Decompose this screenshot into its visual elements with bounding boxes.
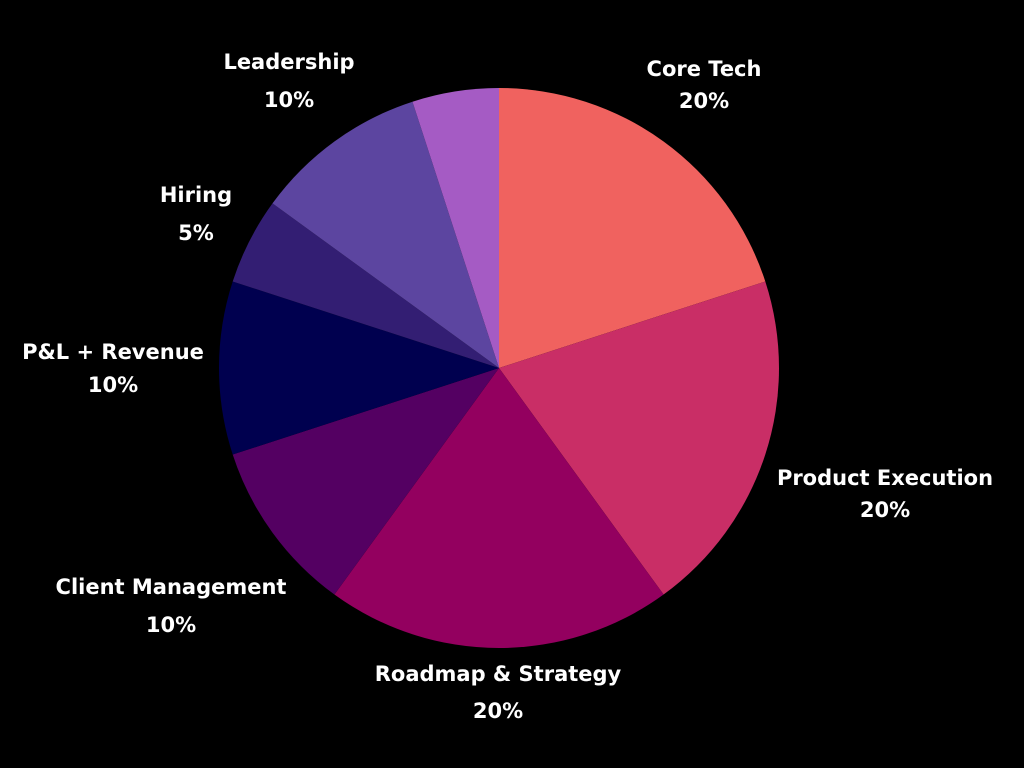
slice-value-label: 20% bbox=[679, 89, 729, 113]
pie-slice bbox=[412, 88, 499, 368]
slice-label: Leadership bbox=[223, 50, 354, 74]
slice-label: Roadmap & Strategy bbox=[375, 662, 622, 686]
slice-value-label: 10% bbox=[88, 373, 138, 397]
slice-value-label: 5% bbox=[178, 221, 214, 245]
pie-slice bbox=[272, 101, 499, 369]
slice-label: Core Tech bbox=[647, 57, 762, 81]
slice-value-label: 10% bbox=[264, 88, 314, 112]
pie-slice bbox=[499, 281, 780, 595]
pie-slice bbox=[232, 203, 500, 368]
slice-value-label: 20% bbox=[473, 699, 523, 723]
slice-value-label: 10% bbox=[146, 613, 196, 637]
slice-value-label: 20% bbox=[860, 498, 910, 522]
slice-label: Hiring bbox=[160, 183, 232, 207]
slice-label: Client Management bbox=[56, 575, 287, 599]
pie-slice bbox=[499, 88, 766, 368]
slice-label: Product Execution bbox=[777, 466, 993, 490]
pie-slice bbox=[232, 368, 500, 595]
pie-slice bbox=[334, 368, 664, 649]
slice-label: P&L + Revenue bbox=[22, 340, 204, 364]
pie-slice bbox=[219, 281, 499, 455]
